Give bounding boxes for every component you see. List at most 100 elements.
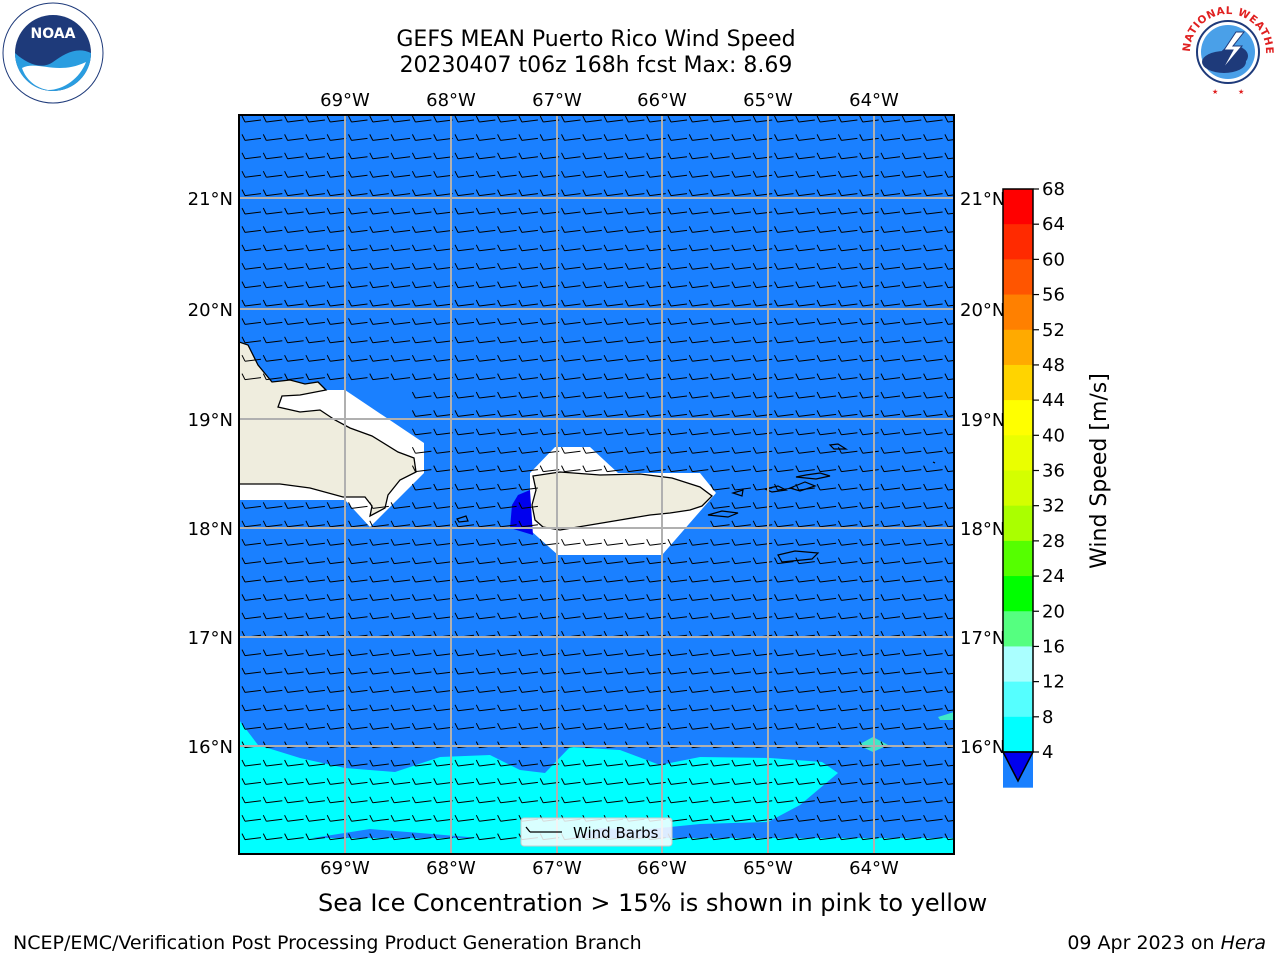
wind-barb xyxy=(859,520,879,528)
footer-right: 09 Apr 2023 on Hera xyxy=(1067,932,1266,954)
wind-barb xyxy=(710,391,730,399)
wind-barb xyxy=(348,575,368,583)
wind-barb xyxy=(731,465,751,473)
wind-barb xyxy=(667,759,688,767)
wind-barb xyxy=(262,575,283,583)
wind-barb xyxy=(241,207,262,215)
wind-barb xyxy=(859,778,879,785)
wind-barb xyxy=(305,778,325,785)
wind-barb xyxy=(624,318,645,325)
wind-barb xyxy=(688,336,709,344)
wind-barb xyxy=(284,262,304,270)
wind-barb xyxy=(923,557,943,565)
wind-barb xyxy=(667,538,688,546)
wind-barb xyxy=(752,814,773,822)
wind-barb xyxy=(411,649,432,657)
wind-barb xyxy=(241,152,262,160)
wind-barb xyxy=(624,649,645,657)
wind-barb xyxy=(326,833,347,841)
wind-barb xyxy=(923,520,943,528)
wind-barb xyxy=(901,262,922,270)
wind-barb xyxy=(475,207,496,215)
wind-barb xyxy=(390,557,411,565)
wind-barb xyxy=(859,833,879,841)
wind-barb xyxy=(688,538,709,546)
wind-barb xyxy=(390,612,411,620)
wind-barb xyxy=(411,759,432,767)
wind-barb xyxy=(284,134,304,141)
wind-barb xyxy=(795,594,815,601)
wind-barb xyxy=(667,299,688,307)
wind-barb xyxy=(688,722,709,730)
wind-barb xyxy=(348,557,368,565)
wind-barb xyxy=(390,796,411,804)
wind-barb xyxy=(880,502,901,509)
wind-barb xyxy=(262,759,283,767)
wind-barb xyxy=(561,686,581,693)
wind-barb xyxy=(944,244,954,252)
wind-barb xyxy=(710,207,730,215)
wind-barb xyxy=(582,704,602,712)
wind-barb xyxy=(582,722,602,730)
wind-barb xyxy=(880,262,901,270)
wind-barb xyxy=(305,354,325,362)
wind-barb xyxy=(667,134,688,141)
wind-barb xyxy=(369,336,389,344)
wind-barb xyxy=(710,722,730,730)
wind-barb xyxy=(944,483,954,491)
wind-barb xyxy=(582,594,602,601)
wind-barb xyxy=(774,354,794,362)
wind-barb xyxy=(901,281,922,289)
wind-barb xyxy=(390,649,411,657)
wind-barb xyxy=(880,465,901,473)
wind-barb xyxy=(624,391,645,399)
lat-label-right: 19°N xyxy=(960,410,1005,431)
wind-barb xyxy=(497,649,517,657)
wind-barb xyxy=(326,814,347,822)
wind-barb xyxy=(454,722,475,730)
colorbar-segment xyxy=(1003,470,1033,507)
wind-barb xyxy=(667,207,688,215)
wind-barb xyxy=(837,318,858,325)
wind-barb xyxy=(305,667,325,675)
wind-barb xyxy=(774,833,794,841)
wind-barb xyxy=(497,446,517,454)
wind-barb xyxy=(710,704,730,712)
wind-barb xyxy=(859,226,879,233)
wind-barb xyxy=(582,318,602,325)
wind-barb xyxy=(646,410,666,417)
wind-barb xyxy=(710,299,730,307)
wind-barb xyxy=(944,594,954,601)
wind-barb xyxy=(454,410,475,417)
wind-barb xyxy=(667,557,688,565)
wind-barb xyxy=(475,575,496,583)
wind-barb xyxy=(646,538,666,546)
wind-barb xyxy=(497,318,517,325)
colorbar-tick-label: 44 xyxy=(1042,390,1065,411)
wind-barb xyxy=(837,686,858,693)
wind-barb xyxy=(284,575,304,583)
wind-barb xyxy=(837,152,858,160)
wind-barb xyxy=(390,226,411,233)
wind-barb xyxy=(774,391,794,399)
wind-barb xyxy=(411,446,432,454)
wind-barb xyxy=(901,612,922,620)
wind-barb xyxy=(774,299,794,307)
wind-barb xyxy=(710,281,730,289)
wind-barb xyxy=(752,207,773,215)
wind-barb xyxy=(284,612,304,620)
wind-barb xyxy=(603,594,624,601)
wind-barb xyxy=(454,336,475,344)
lat-label-left: 16°N xyxy=(188,737,233,758)
wind-barb xyxy=(901,778,922,785)
wind-barb xyxy=(880,170,901,178)
wind-barb xyxy=(816,538,837,546)
wind-barb xyxy=(518,189,538,197)
wind-barb xyxy=(411,152,432,160)
wind-barb xyxy=(582,686,602,693)
wind-barb xyxy=(859,152,879,160)
wind-barb xyxy=(305,281,325,289)
wind-barb xyxy=(837,704,858,712)
wind-barb xyxy=(944,446,954,454)
wind-barb xyxy=(901,465,922,473)
